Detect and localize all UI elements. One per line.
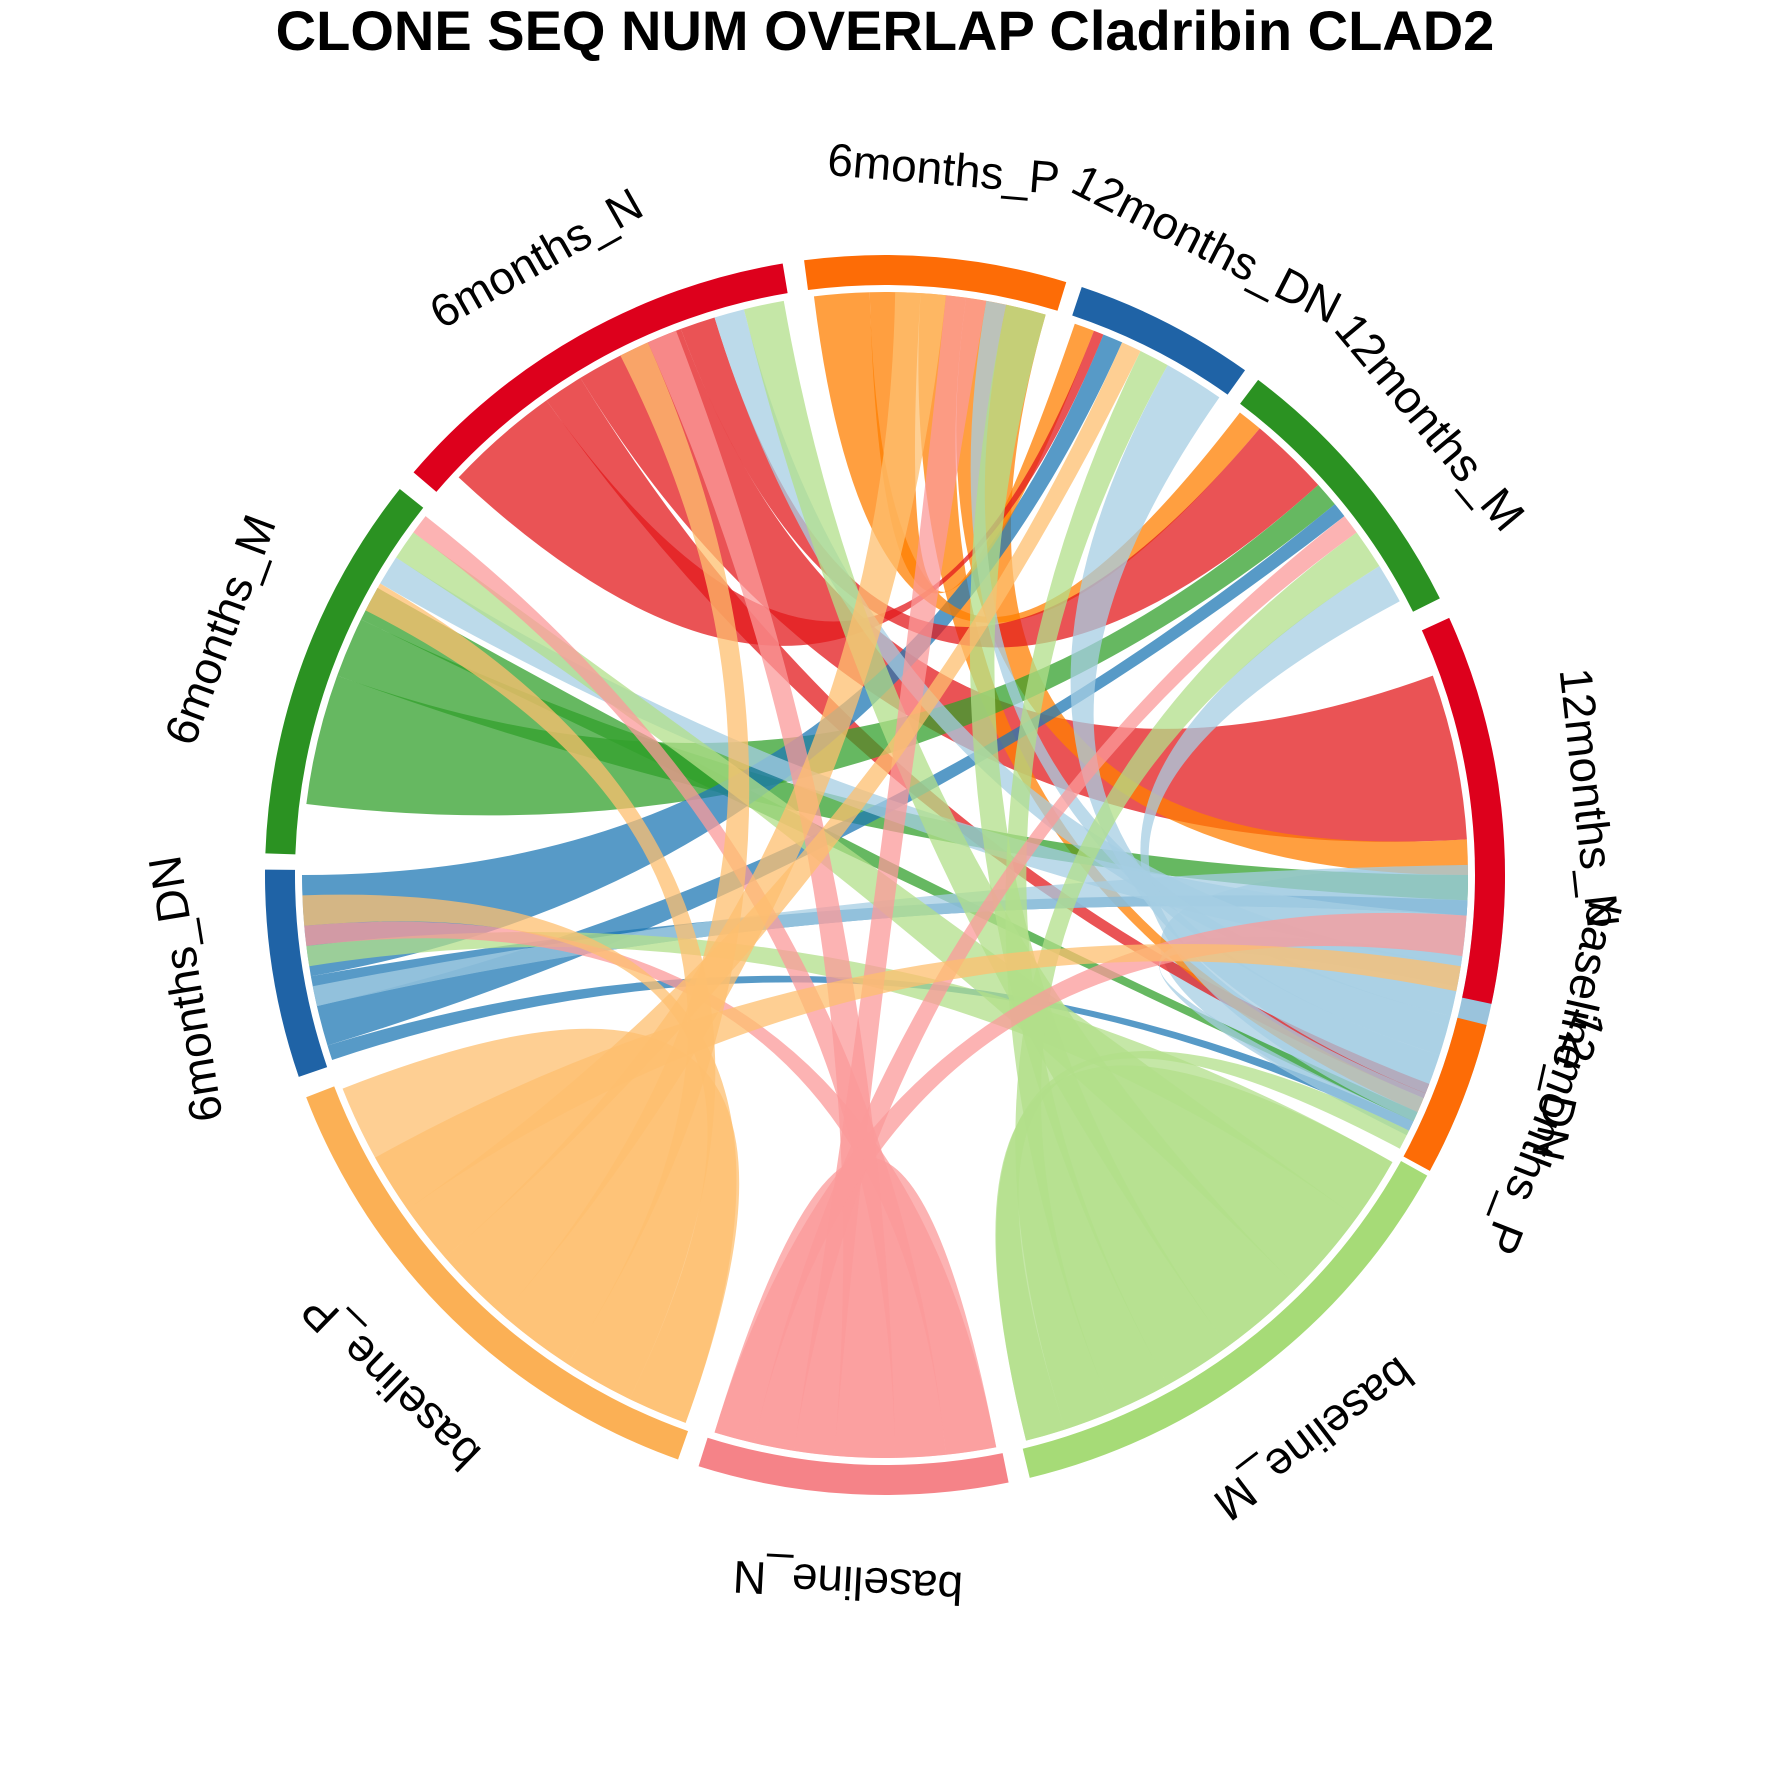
chord-link-baseline_DN-12months_DN [1070,365,1440,1094]
chord-link-baseline_M-6months_P [969,304,1228,1385]
chord-link-baseline_P-12months_DN [407,342,1141,1258]
sector-label-6months_M: 6months_M [154,508,286,751]
sector-track-12months_P [1403,1017,1487,1171]
sector-track-12months_M [1240,379,1440,612]
chord-link-baseline_P-6months_DN [302,894,737,1423]
sector-track-baseline_M [1022,1161,1428,1478]
sector-track-baseline_P [306,1086,689,1460]
chord-link-baseline_P-12months_N [375,943,1461,1210]
ribbons-group [302,291,1469,1459]
chord-link-baseline_N-6months_M [413,516,946,1458]
chord-link-baseline_M-12months_M [1015,532,1380,1430]
sector-label-12months_P: 12months_P [1475,1002,1617,1262]
sector-track-baseline_N [698,1437,1009,1495]
chord-link-baseline_N-6months_P [793,295,987,1456]
sector-label-6months_P: 6months_P [826,133,1062,204]
chord-link-baseline_DN-12months_N [1159,936,1463,1136]
chord-link-6months_DN-12months_M [316,504,1345,1046]
chord-link-baseline_P-6months_N [502,342,750,1364]
chord-link-6months_N-12months_DN [458,330,1104,646]
sector-track-6months_M [265,489,424,855]
chart-title: CLONE SEQ NUM OVERLAP Cladribin CLAD2 [276,0,1495,62]
sector-label-6months_DN: 6months_DN [138,852,232,1125]
sector-tracks-group [265,255,1505,1495]
chord-link-baseline_DN-12months_M [1140,566,1426,1122]
chord-link-baseline_M-12months_P [996,1051,1409,1441]
chord-link-6months_P-12months_M [813,292,1260,623]
chord-link-baseline_N-6months_N [647,330,896,1459]
sector-label-12months_N: 12months_N [1550,665,1630,930]
sector-track-6months_DN [265,869,328,1077]
chord-link-6months_N-12months_M [680,317,1319,648]
chord-link-baseline_M-12months_DN [1005,351,1168,1412]
sector-track-12months_DN [1072,287,1246,395]
sector-label-baseline_N: baseline_N [732,1551,965,1615]
sector-track-6months_N [413,263,788,492]
chord-link-baseline_M-6months_N [743,300,1298,1347]
sector-label-6months_N: 6months_N [421,178,651,339]
sector-track-6months_P [804,255,1067,311]
chord-link-baseline_M-6months_DN [306,931,1393,1218]
sector-track-12months_N [1421,617,1505,1004]
